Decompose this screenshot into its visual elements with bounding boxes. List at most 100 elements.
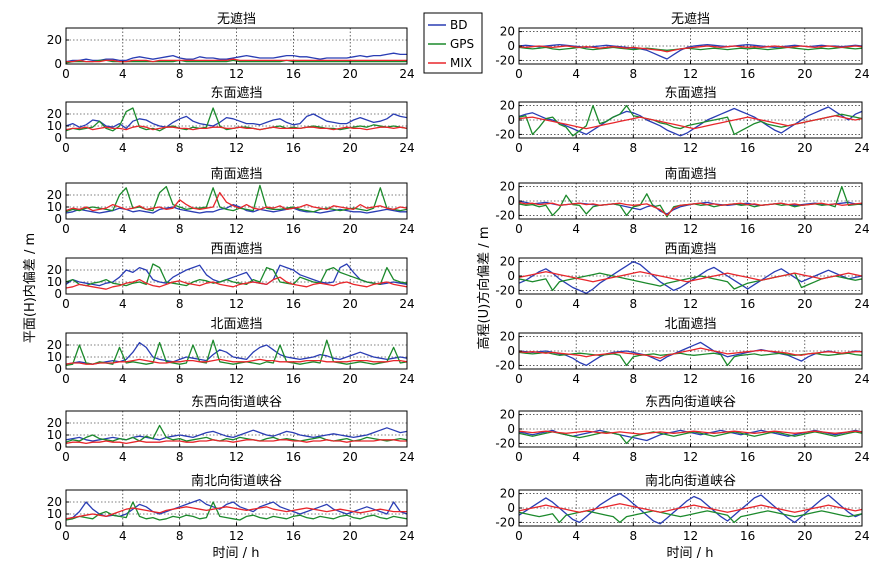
y-tick-label: -20 <box>495 283 515 297</box>
y-tick-label: 0 <box>507 194 515 208</box>
right-y-axis-label: 高程(U)方向偏差 / m <box>476 227 492 350</box>
x-tick-label: 12 <box>229 450 244 464</box>
x-tick-label: 24 <box>399 297 414 311</box>
x-tick-label: 0 <box>62 141 70 155</box>
x-tick-label: 12 <box>683 222 698 236</box>
legend: BD GPS MIX <box>423 12 483 74</box>
x-tick-label: 4 <box>572 529 580 543</box>
y-tick-label: 0 <box>507 501 515 515</box>
series-line-bd <box>519 341 862 367</box>
series-line-mix <box>66 125 407 131</box>
y-tick-label: 0 <box>54 212 62 226</box>
series-line-bd <box>519 106 862 137</box>
x-tick-label: 8 <box>176 141 184 155</box>
y-tick-label: 0 <box>507 344 515 358</box>
series-line-bd <box>519 492 862 525</box>
series-group <box>66 498 407 521</box>
series-line-mix <box>66 439 407 445</box>
x-tick-label: 0 <box>515 297 523 311</box>
series-group <box>66 263 407 290</box>
x-tick-label: 0 <box>62 297 70 311</box>
panel-title: 北面遮挡 <box>210 316 262 332</box>
x-tick-label: 4 <box>572 372 580 386</box>
x-tick-label: 24 <box>854 297 869 311</box>
x-tick-label: 8 <box>176 450 184 464</box>
series-line-mix <box>519 347 862 359</box>
series-line-mix <box>519 115 862 130</box>
y-tick-label: 20 <box>47 107 62 121</box>
y-tick-label: 0 <box>54 287 62 301</box>
y-tick-label: 20 <box>47 33 62 47</box>
x-tick-label: 0 <box>62 529 70 543</box>
y-tick-label: 0 <box>54 440 62 454</box>
panel-title: 南面遮挡 <box>664 166 716 182</box>
x-tick-label: 24 <box>854 450 869 464</box>
panel-title: 南北向街道峡谷 <box>191 473 282 489</box>
x-tick-label: 12 <box>683 141 698 155</box>
panel-title: 南北向街道峡谷 <box>645 473 736 489</box>
series-line-bd <box>66 498 407 520</box>
x-tick-label: 4 <box>119 529 127 543</box>
series-group <box>66 107 407 132</box>
x-tick-label: 8 <box>176 529 184 543</box>
x-tick-label: 20 <box>797 67 812 81</box>
series-line-mix <box>519 503 862 513</box>
y-tick-label: 10 <box>47 200 62 214</box>
x-tick-label: 20 <box>343 372 358 386</box>
y-tick-label: 0 <box>507 269 515 283</box>
x-tick-label: 20 <box>797 222 812 236</box>
y-tick-label: 20 <box>500 99 515 113</box>
panel-title: 无遮挡 <box>217 11 256 27</box>
y-tick-label: 10 <box>47 507 62 521</box>
y-tick-label: 20 <box>500 180 515 194</box>
series-line-gps <box>66 501 407 521</box>
y-tick-label: 20 <box>47 495 62 509</box>
x-tick-label: 20 <box>343 141 358 155</box>
y-tick-label: 10 <box>47 428 62 442</box>
x-tick-label: 24 <box>854 67 869 81</box>
y-tick-label: 0 <box>54 362 62 376</box>
y-tick-label: 10 <box>47 119 62 133</box>
x-tick-label: 16 <box>286 222 301 236</box>
y-tick-label: -20 <box>495 358 515 372</box>
series-group <box>519 260 862 294</box>
series-line-gps <box>519 431 862 445</box>
y-tick-label: 20 <box>47 188 62 202</box>
y-tick-label: 0 <box>54 131 62 145</box>
series-line-bd <box>66 113 407 130</box>
series-group <box>519 104 862 137</box>
x-tick-label: 24 <box>399 141 414 155</box>
x-tick-label: 16 <box>286 67 301 81</box>
x-tick-label: 12 <box>229 372 244 386</box>
panel-title: 北面遮挡 <box>664 316 716 332</box>
x-tick-label: 16 <box>740 222 755 236</box>
x-tick-label: 16 <box>740 297 755 311</box>
x-tick-label: 4 <box>572 67 580 81</box>
series-group <box>519 43 862 60</box>
x-tick-label: 0 <box>515 141 523 155</box>
panel-title: 南面遮挡 <box>210 166 262 182</box>
x-tick-label: 20 <box>797 297 812 311</box>
panel-title: 西面遮挡 <box>664 241 716 257</box>
x-tick-label: 8 <box>176 372 184 386</box>
y-tick-label: 20 <box>500 255 515 269</box>
x-tick-label: 24 <box>399 529 414 543</box>
x-tick-label: 0 <box>515 450 523 464</box>
y-tick-label: 20 <box>500 25 515 39</box>
y-tick-label: 0 <box>54 519 62 533</box>
x-tick-label: 4 <box>572 141 580 155</box>
x-tick-label: 8 <box>176 222 184 236</box>
x-tick-label: 24 <box>399 450 414 464</box>
y-tick-label: 20 <box>47 416 62 430</box>
x-tick-label: 16 <box>286 297 301 311</box>
x-tick-label: 20 <box>797 529 812 543</box>
